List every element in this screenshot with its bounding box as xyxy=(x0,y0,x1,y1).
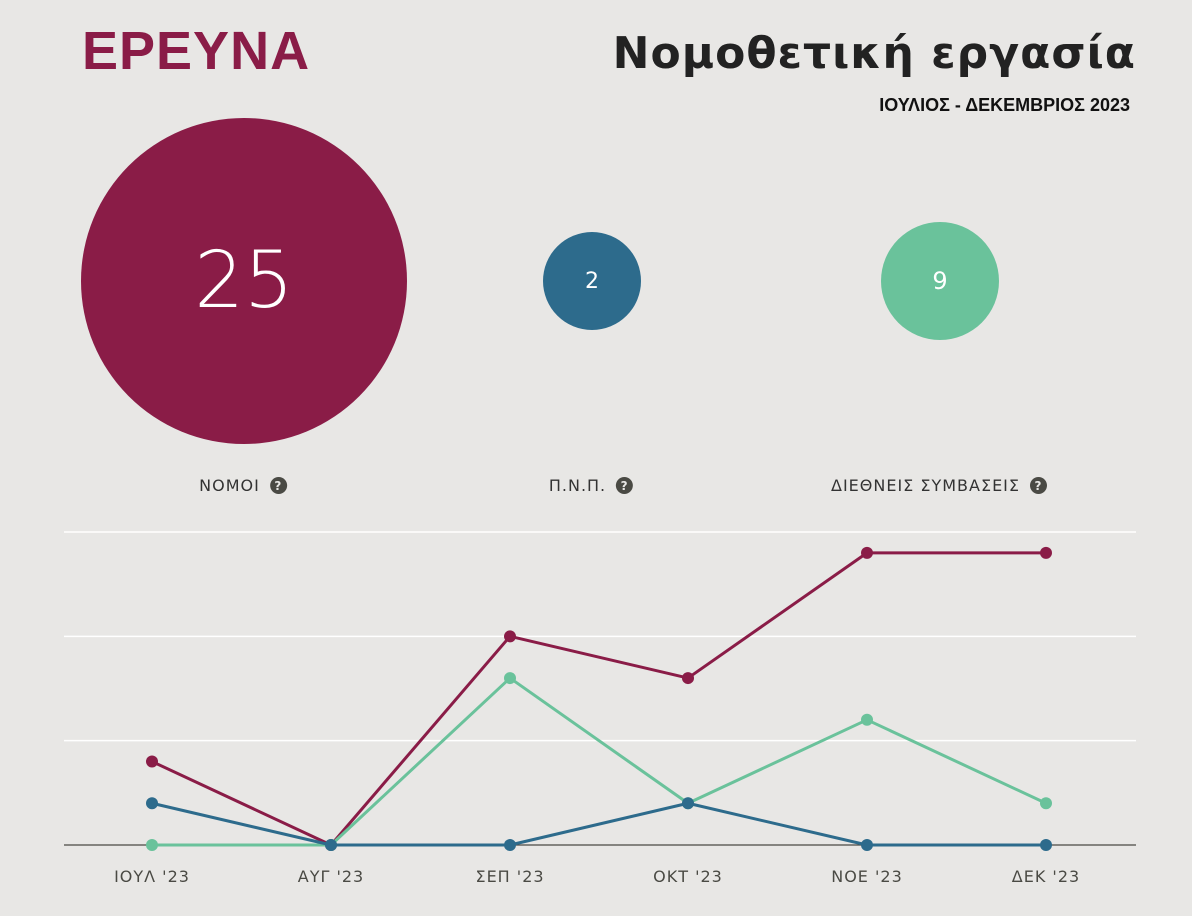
data-point xyxy=(1040,839,1052,851)
pnp-count-bubble: 2 xyxy=(543,232,641,330)
data-point xyxy=(861,713,873,726)
series-line xyxy=(151,551,1046,847)
laws-label: ΝΟΜΟΙ ? xyxy=(199,476,287,495)
x-tick-label: ΔΕΚ '23 xyxy=(1012,867,1080,886)
series-line xyxy=(151,801,1046,847)
page-title: Νομοθετική εργασία xyxy=(612,28,1136,79)
period-label: ΙΟΥΛΙΟΣ - ΔΕΚΕΜΒΡΙΟΣ 2023 xyxy=(879,95,1130,115)
laws-count-bubble: 25 xyxy=(81,118,407,444)
x-tick-label: ΟΚΤ '23 xyxy=(653,867,723,886)
x-tick-label: ΝΟΕ '23 xyxy=(831,867,903,886)
data-point xyxy=(325,839,337,851)
data-point xyxy=(146,839,158,851)
data-point xyxy=(861,839,873,851)
x-tick-label: ΙΟΥΛ '23 xyxy=(114,867,190,886)
brand-title: ΕΡΕΥΝΑ xyxy=(82,21,311,81)
conventions-label-text: ΔΙΕΘΝΕΙΣ ΣΥΜΒΑΣΕΙΣ xyxy=(830,476,1021,495)
help-icon[interactable]: ? xyxy=(1030,477,1048,494)
data-point xyxy=(682,797,694,810)
data-point xyxy=(682,672,694,685)
data-point xyxy=(504,839,516,851)
series-line xyxy=(152,676,1047,847)
data-point xyxy=(146,755,158,768)
x-tick-label: ΑΥΓ '23 xyxy=(298,867,364,886)
data-point xyxy=(1040,797,1052,810)
data-point xyxy=(861,546,873,559)
laws-label-text: ΝΟΜΟΙ xyxy=(199,476,260,495)
conventions-count-bubble: 9 xyxy=(881,222,999,340)
data-point xyxy=(1040,546,1052,559)
conventions-label: ΔΙΕΘΝΕΙΣ ΣΥΜΒΑΣΕΙΣ ? xyxy=(830,476,1048,495)
pnp-label-text: Π.Ν.Π. xyxy=(548,476,607,495)
help-icon[interactable]: ? xyxy=(616,477,634,494)
data-point xyxy=(146,797,158,810)
monthly-line-chart: ΙΟΥΛ '23 ΑΥΓ '23 ΣΕΠ '23 ΟΚΤ '23 ΝΟΕ '23 ΔΕΚ … xyxy=(64,531,1136,886)
help-icon[interactable]: ? xyxy=(269,477,287,494)
pnp-label: Π.Ν.Π. ? xyxy=(548,476,634,495)
data-point xyxy=(504,672,516,685)
x-tick-label: ΣΕΠ '23 xyxy=(475,867,544,886)
data-point xyxy=(504,630,516,643)
